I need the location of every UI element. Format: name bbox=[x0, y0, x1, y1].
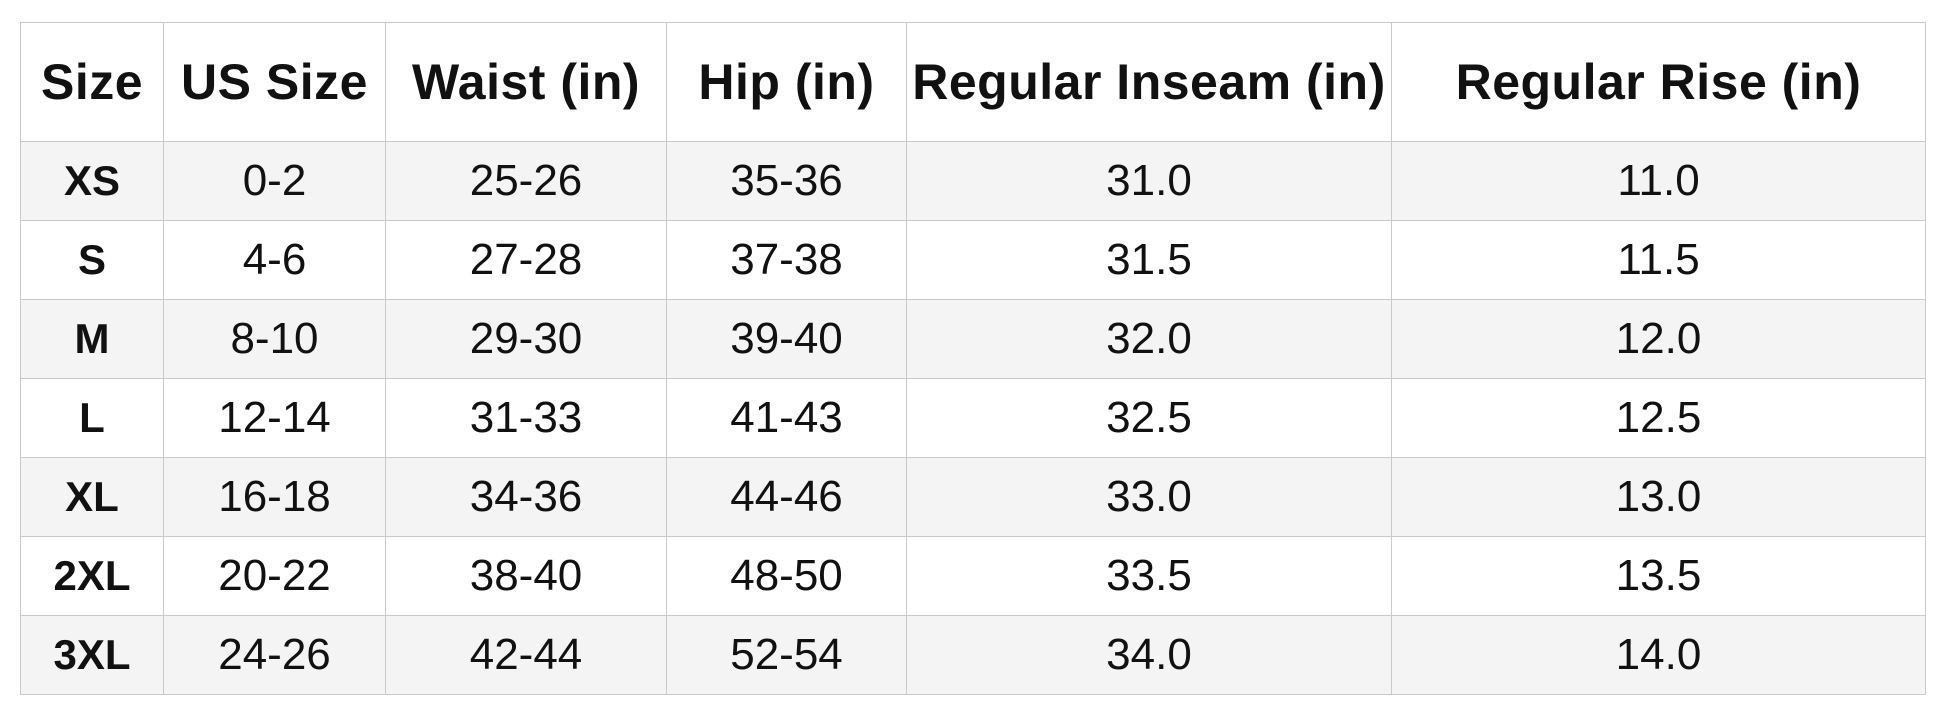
us-size-cell: 20-22 bbox=[163, 536, 386, 616]
hip-cell: 44-46 bbox=[666, 457, 907, 537]
hip-cell: 41-43 bbox=[666, 378, 907, 458]
waist-cell: 27-28 bbox=[385, 220, 667, 300]
table-row-l: L 12-14 31-33 41-43 32.5 12.5 bbox=[20, 378, 1926, 458]
size-chart-table: Size US Size Waist (in) Hip (in) Regular… bbox=[20, 22, 1926, 695]
waist-cell: 31-33 bbox=[385, 378, 667, 458]
inseam-cell: 32.5 bbox=[906, 378, 1392, 458]
rise-cell: 13.5 bbox=[1391, 536, 1926, 616]
inseam-cell: 31.0 bbox=[906, 141, 1392, 221]
hip-cell: 52-54 bbox=[666, 615, 907, 695]
us-size-cell: 4-6 bbox=[163, 220, 386, 300]
hip-cell: 39-40 bbox=[666, 299, 907, 379]
inseam-cell: 32.0 bbox=[906, 299, 1392, 379]
us-size-cell: 16-18 bbox=[163, 457, 386, 537]
table-row-3xl: 3XL 24-26 42-44 52-54 34.0 14.0 bbox=[20, 615, 1926, 695]
size-cell: S bbox=[20, 220, 164, 300]
table-row-xs: XS 0-2 25-26 35-36 31.0 11.0 bbox=[20, 141, 1926, 221]
column-header-size: Size bbox=[20, 22, 164, 142]
rise-cell: 13.0 bbox=[1391, 457, 1926, 537]
size-cell: L bbox=[20, 378, 164, 458]
table-row-m: M 8-10 29-30 39-40 32.0 12.0 bbox=[20, 299, 1926, 379]
table-row-2xl: 2XL 20-22 38-40 48-50 33.5 13.5 bbox=[20, 536, 1926, 616]
inseam-cell: 33.5 bbox=[906, 536, 1392, 616]
us-size-cell: 8-10 bbox=[163, 299, 386, 379]
inseam-cell: 34.0 bbox=[906, 615, 1392, 695]
table-row-xl: XL 16-18 34-36 44-46 33.0 13.0 bbox=[20, 457, 1926, 537]
rise-cell: 11.0 bbox=[1391, 141, 1926, 221]
column-header-regular-inseam: Regular Inseam (in) bbox=[906, 22, 1392, 142]
us-size-cell: 24-26 bbox=[163, 615, 386, 695]
inseam-cell: 33.0 bbox=[906, 457, 1392, 537]
waist-cell: 29-30 bbox=[385, 299, 667, 379]
size-chart-container: Size US Size Waist (in) Hip (in) Regular… bbox=[20, 22, 1926, 695]
rise-cell: 11.5 bbox=[1391, 220, 1926, 300]
column-header-us-size: US Size bbox=[163, 22, 386, 142]
waist-cell: 38-40 bbox=[385, 536, 667, 616]
waist-cell: 25-26 bbox=[385, 141, 667, 221]
column-header-waist: Waist (in) bbox=[385, 22, 667, 142]
size-cell: 3XL bbox=[20, 615, 164, 695]
size-cell: 2XL bbox=[20, 536, 164, 616]
waist-cell: 34-36 bbox=[385, 457, 667, 537]
size-cell: M bbox=[20, 299, 164, 379]
size-cell: XL bbox=[20, 457, 164, 537]
header-row: Size US Size Waist (in) Hip (in) Regular… bbox=[20, 22, 1926, 142]
inseam-cell: 31.5 bbox=[906, 220, 1392, 300]
size-cell: XS bbox=[20, 141, 164, 221]
table-row-s: S 4-6 27-28 37-38 31.5 11.5 bbox=[20, 220, 1926, 300]
rise-cell: 12.5 bbox=[1391, 378, 1926, 458]
hip-cell: 48-50 bbox=[666, 536, 907, 616]
us-size-cell: 0-2 bbox=[163, 141, 386, 221]
rise-cell: 14.0 bbox=[1391, 615, 1926, 695]
us-size-cell: 12-14 bbox=[163, 378, 386, 458]
column-header-hip: Hip (in) bbox=[666, 22, 907, 142]
waist-cell: 42-44 bbox=[385, 615, 667, 695]
hip-cell: 35-36 bbox=[666, 141, 907, 221]
column-header-regular-rise: Regular Rise (in) bbox=[1391, 22, 1926, 142]
hip-cell: 37-38 bbox=[666, 220, 907, 300]
rise-cell: 12.0 bbox=[1391, 299, 1926, 379]
